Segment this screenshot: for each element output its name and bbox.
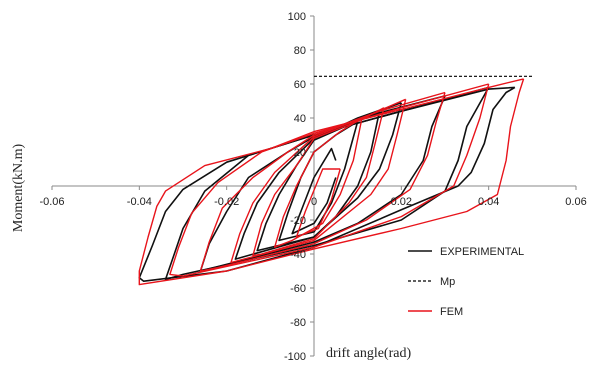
y-tick-label: 40 [294, 113, 306, 125]
axes [51, 15, 577, 357]
series-layer [138, 78, 525, 286]
y-tick-label: 20 [294, 147, 306, 159]
y-tick-label: -60 [290, 283, 306, 295]
y-axis-label: Moment(kN.m) [11, 144, 26, 233]
x-tick-label: 0.04 [478, 196, 499, 208]
fem-loop-2 [274, 117, 363, 248]
tick-labels: -0.06 -0.04 -0.02 0 0.02 0.04 0.06 -100 -80 -60 -4… [39, 11, 586, 363]
y-tick-label: 60 [294, 79, 306, 91]
y-tick-label: 80 [294, 45, 306, 57]
y-tick-label: 100 [288, 11, 306, 23]
fem-loop-1 [295, 168, 341, 238]
series-fem [138, 78, 525, 286]
legend-label-fem: FEM [440, 306, 463, 318]
legend-label-mp: Mp [440, 276, 455, 288]
fem-loop-4 [230, 98, 407, 264]
x-tick-label: -0.02 [214, 196, 239, 208]
fem-loop-3 [252, 107, 385, 257]
y-tick-label: -100 [284, 351, 306, 363]
fem-loop-6 [169, 83, 490, 277]
x-tick-label: 0.02 [391, 196, 412, 208]
fem-loop-5 [199, 91, 446, 272]
y-tick-label: -80 [290, 317, 306, 329]
legend-label-experimental: EXPERIMENTAL [440, 246, 524, 258]
x-tick-label: -0.04 [127, 196, 152, 208]
legend: EXPERIMENTAL Mp FEM [408, 246, 524, 318]
x-axis-label: drift angle(rad) [326, 346, 411, 361]
fem-loop-7 [138, 78, 525, 286]
experimental-loop-1 [291, 147, 337, 235]
y-tick-label: -40 [290, 249, 306, 261]
y-tick-label: -20 [290, 215, 306, 227]
x-tick-label: 0 [311, 196, 317, 208]
x-tick-label: -0.06 [39, 196, 64, 208]
experimental-loop-3 [256, 110, 381, 252]
x-tick-label: 0.06 [565, 196, 586, 208]
